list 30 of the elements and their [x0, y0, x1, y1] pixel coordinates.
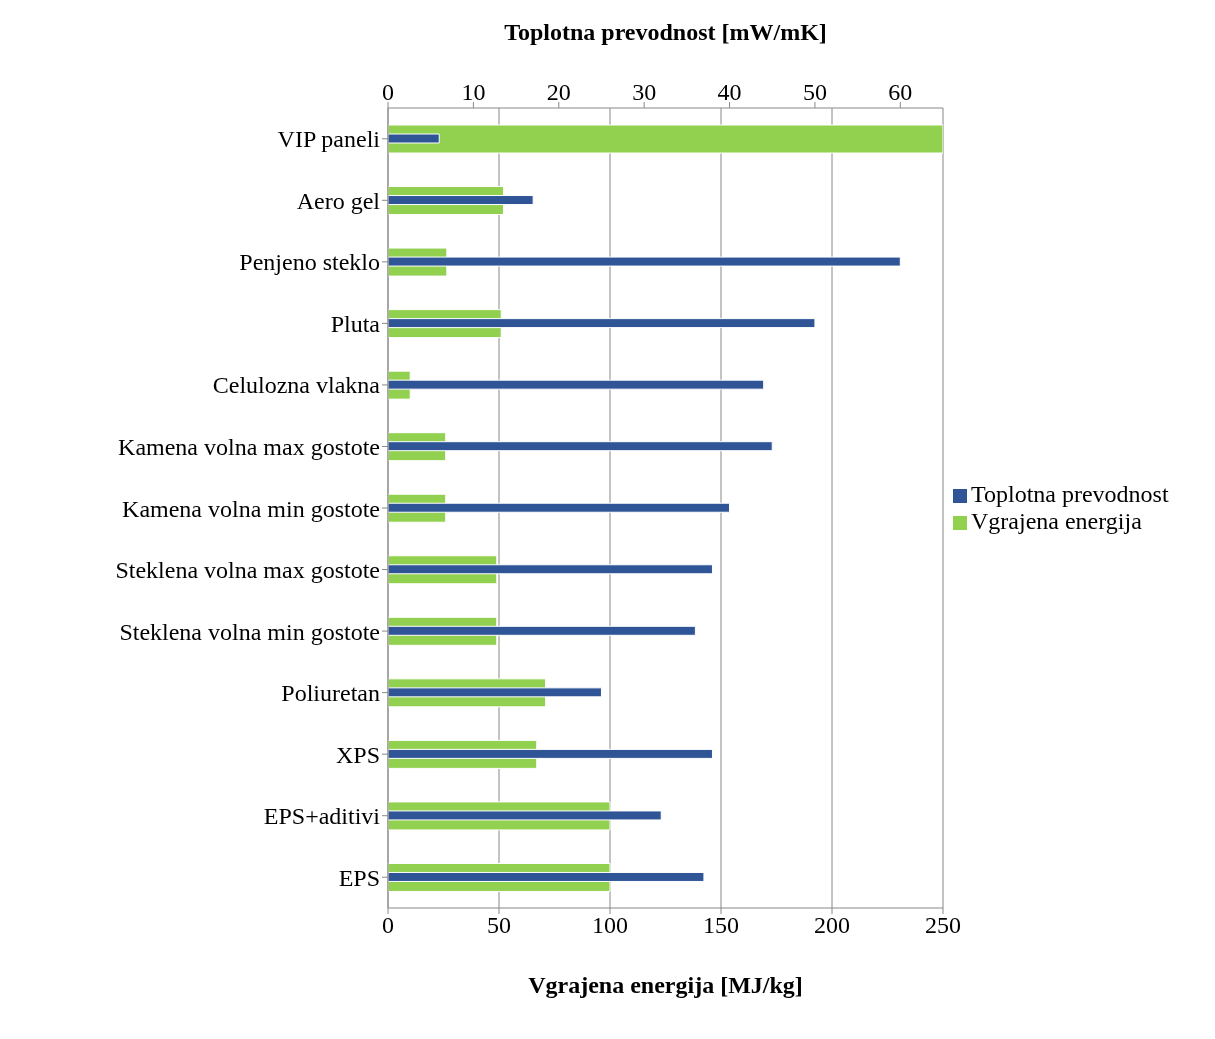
y-tick-label: Kamena volna max gostote — [118, 433, 380, 460]
x2-tick-label: 20 — [546, 79, 571, 105]
legend-label: Toplotna prevodnost — [971, 481, 1169, 507]
x-tick-label: 50 — [487, 912, 511, 939]
y-tick-label: Poliuretan — [281, 680, 380, 707]
y-tick-label: Steklena volna max gostote — [115, 557, 380, 584]
x2-tick-label: 10 — [461, 79, 486, 105]
x2-tick-label: 50 — [802, 79, 827, 105]
x2-tick-label: 60 — [888, 79, 913, 105]
x-axis-title: Vgrajena energija [MJ/kg] — [528, 972, 803, 998]
y-tick-label: Pluta — [330, 310, 381, 337]
y-tick-label: Kamena volna min gostote — [122, 495, 380, 522]
x2-tick-label: 0 — [382, 79, 394, 105]
y-tick-label: Aero gel — [296, 187, 381, 214]
x-tick-label: 0 — [382, 912, 394, 939]
x2-tick-label: 40 — [717, 79, 742, 105]
x2-tick-label: 30 — [632, 79, 657, 105]
y-tick-label: VIP paneli — [277, 126, 381, 153]
x-tick-label: 150 — [703, 912, 739, 939]
legend-label: Vgrajena energija — [971, 508, 1142, 534]
y-tick-label: Penjeno steklo — [239, 249, 380, 276]
y-tick-label: Steklena volna min gostote — [119, 618, 380, 645]
x-tick-label: 100 — [592, 912, 628, 939]
y-tick-label: XPS — [335, 741, 380, 768]
x2-axis-title: Toplotna prevodnost [mW/mK] — [504, 19, 827, 46]
x-tick-label: 250 — [925, 912, 961, 939]
y-tick-label: EPS+aditivi — [263, 803, 381, 830]
x-tick-label: 200 — [814, 912, 850, 939]
y-tick-label: EPS — [338, 864, 380, 891]
y-tick-label: Celulozna vlakna — [212, 372, 381, 399]
